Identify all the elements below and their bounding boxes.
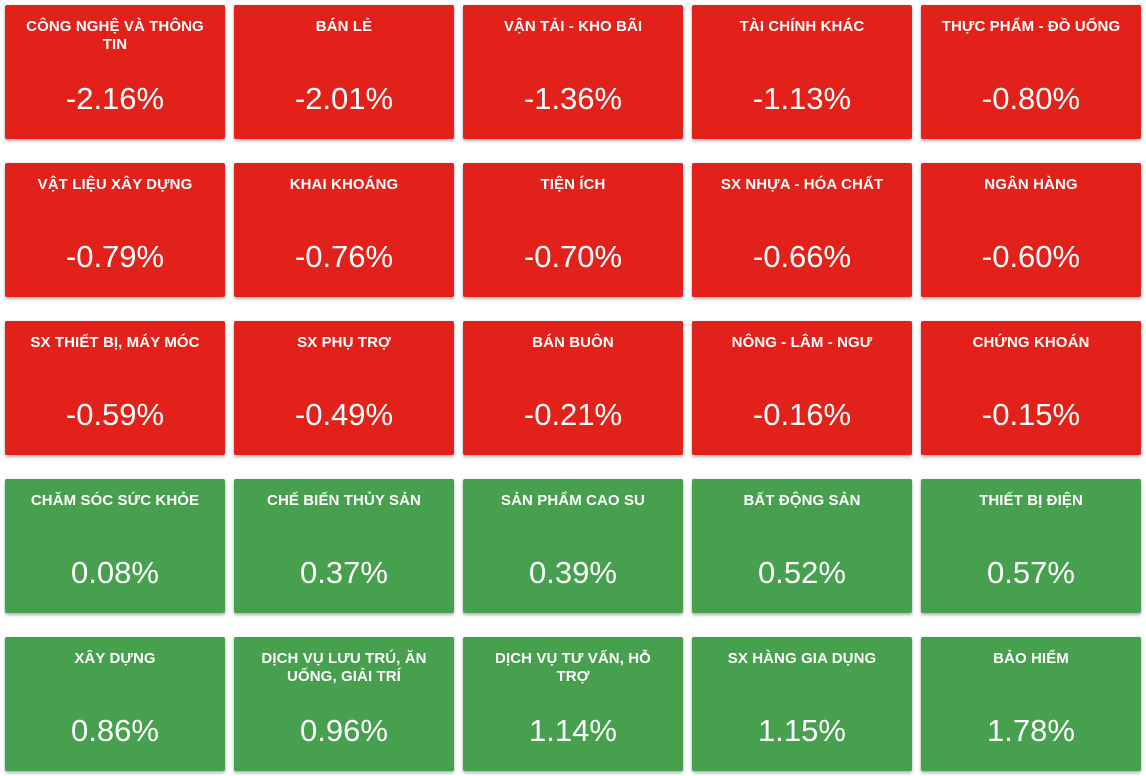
sector-change-value: -1.36% bbox=[523, 81, 623, 116]
sector-tile[interactable]: BẢO HIỂM 1.78% bbox=[921, 637, 1141, 771]
sector-name: VẬN TẢI - KHO BÃI bbox=[503, 18, 643, 35]
sector-name: BÁN BUÔN bbox=[532, 334, 614, 351]
sector-name: TIỆN ÍCH bbox=[540, 176, 606, 193]
sector-tile[interactable]: SẢN PHẨM CAO SU 0.39% bbox=[463, 479, 683, 613]
sector-change-value: -0.80% bbox=[981, 81, 1081, 116]
sector-tile[interactable]: KHAI KHOÁNG -0.76% bbox=[234, 163, 454, 297]
sector-change-value: 0.39% bbox=[529, 555, 617, 590]
sector-change-value: 0.57% bbox=[987, 555, 1075, 590]
sector-name: SX HÀNG GIA DỤNG bbox=[727, 650, 877, 667]
sector-tile[interactable]: BẤT ĐỘNG SẢN 0.52% bbox=[692, 479, 912, 613]
sector-change-value: 0.86% bbox=[71, 713, 159, 748]
sector-name: BẤT ĐỘNG SẢN bbox=[743, 492, 861, 509]
sector-name: THỰC PHẨM - ĐỒ UỐNG bbox=[941, 18, 1121, 35]
sector-tile[interactable]: CHẾ BIẾN THỦY SẢN 0.37% bbox=[234, 479, 454, 613]
sector-change-value: 1.78% bbox=[987, 713, 1075, 748]
sector-tile[interactable]: VẬN TẢI - KHO BÃI -1.36% bbox=[463, 5, 683, 139]
sector-change-value: -0.59% bbox=[65, 397, 165, 432]
sector-tile[interactable]: THIẾT BỊ ĐIỆN 0.57% bbox=[921, 479, 1141, 613]
sector-name: NÔNG - LÂM - NGƯ bbox=[731, 334, 873, 351]
sector-tile[interactable]: CÔNG NGHỆ VÀ THÔNG TIN -2.16% bbox=[5, 5, 225, 139]
sector-change-value: -0.49% bbox=[294, 397, 394, 432]
sector-change-value: -0.16% bbox=[752, 397, 852, 432]
sector-change-value: 0.08% bbox=[71, 555, 159, 590]
sector-name: CHẾ BIẾN THỦY SẢN bbox=[267, 492, 421, 509]
sector-name: SX THIẾT BỊ, MÁY MÓC bbox=[30, 334, 200, 351]
sector-name: NGÂN HÀNG bbox=[984, 176, 1078, 193]
sector-name: CHĂM SÓC SỨC KHỎE bbox=[30, 492, 200, 509]
sector-change-value: -0.66% bbox=[752, 239, 852, 274]
sector-tile[interactable]: DỊCH VỤ LƯU TRÚ, ĂN UỐNG, GIẢI TRÍ 0.96% bbox=[234, 637, 454, 771]
sector-tile[interactable]: NGÂN HÀNG -0.60% bbox=[921, 163, 1141, 297]
sector-tile[interactable]: SX THIẾT BỊ, MÁY MÓC -0.59% bbox=[5, 321, 225, 455]
sector-name: CÔNG NGHỆ VÀ THÔNG TIN bbox=[26, 18, 204, 53]
sector-name: DỊCH VỤ LƯU TRÚ, ĂN UỐNG, GIẢI TRÍ bbox=[261, 650, 427, 685]
sector-change-value: 0.37% bbox=[300, 555, 388, 590]
sector-change-value: 0.52% bbox=[758, 555, 846, 590]
sector-name: XÂY DỰNG bbox=[74, 650, 156, 667]
sector-name: SX PHỤ TRỢ bbox=[297, 334, 391, 351]
sector-change-value: -0.70% bbox=[523, 239, 623, 274]
sector-tile[interactable]: SX PHỤ TRỢ -0.49% bbox=[234, 321, 454, 455]
sector-tile[interactable]: TÀI CHÍNH KHÁC -1.13% bbox=[692, 5, 912, 139]
sector-tile[interactable]: SX HÀNG GIA DỤNG 1.15% bbox=[692, 637, 912, 771]
sector-name: DỊCH VỤ TƯ VẤN, HỖ TRỢ bbox=[495, 650, 651, 685]
sector-tile[interactable]: CHĂM SÓC SỨC KHỎE 0.08% bbox=[5, 479, 225, 613]
sector-change-value: -0.21% bbox=[523, 397, 623, 432]
sector-change-value: -0.60% bbox=[981, 239, 1081, 274]
sector-name: SX NHỰA - HÓA CHẤT bbox=[720, 176, 884, 193]
sector-tile[interactable]: DỊCH VỤ TƯ VẤN, HỖ TRỢ 1.14% bbox=[463, 637, 683, 771]
sector-name: BÁN LẺ bbox=[315, 18, 373, 35]
sector-name: KHAI KHOÁNG bbox=[289, 176, 399, 193]
sector-name: TÀI CHÍNH KHÁC bbox=[739, 18, 865, 35]
sector-name: THIẾT BỊ ĐIỆN bbox=[979, 492, 1083, 509]
sector-change-value: -1.13% bbox=[752, 81, 852, 116]
sector-change-value: -2.01% bbox=[294, 81, 394, 116]
sector-name: VẬT LIỆU XÂY DỰNG bbox=[37, 176, 193, 193]
sector-change-value: -2.16% bbox=[65, 81, 165, 116]
sector-tile[interactable]: THỰC PHẨM - ĐỒ UỐNG -0.80% bbox=[921, 5, 1141, 139]
sector-name: SẢN PHẨM CAO SU bbox=[500, 492, 645, 509]
sector-change-value: -0.76% bbox=[294, 239, 394, 274]
sector-tile[interactable]: BÁN BUÔN -0.21% bbox=[463, 321, 683, 455]
sector-tile[interactable]: TIỆN ÍCH -0.70% bbox=[463, 163, 683, 297]
sector-tile[interactable]: CHỨNG KHOÁN -0.15% bbox=[921, 321, 1141, 455]
sector-tile[interactable]: XÂY DỰNG 0.86% bbox=[5, 637, 225, 771]
sector-change-value: 0.96% bbox=[300, 713, 388, 748]
sector-change-value: -0.79% bbox=[65, 239, 165, 274]
sector-tile[interactable]: NÔNG - LÂM - NGƯ -0.16% bbox=[692, 321, 912, 455]
sector-change-value: -0.15% bbox=[981, 397, 1081, 432]
sector-change-value: 1.14% bbox=[529, 713, 617, 748]
sector-tile[interactable]: SX NHỰA - HÓA CHẤT -0.66% bbox=[692, 163, 912, 297]
sector-tile[interactable]: VẬT LIỆU XÂY DỰNG -0.79% bbox=[5, 163, 225, 297]
sector-tile[interactable]: BÁN LẺ -2.01% bbox=[234, 5, 454, 139]
sector-change-value: 1.15% bbox=[758, 713, 846, 748]
sector-name: BẢO HIỂM bbox=[993, 650, 1069, 667]
sector-name: CHỨNG KHOÁN bbox=[972, 334, 1090, 351]
